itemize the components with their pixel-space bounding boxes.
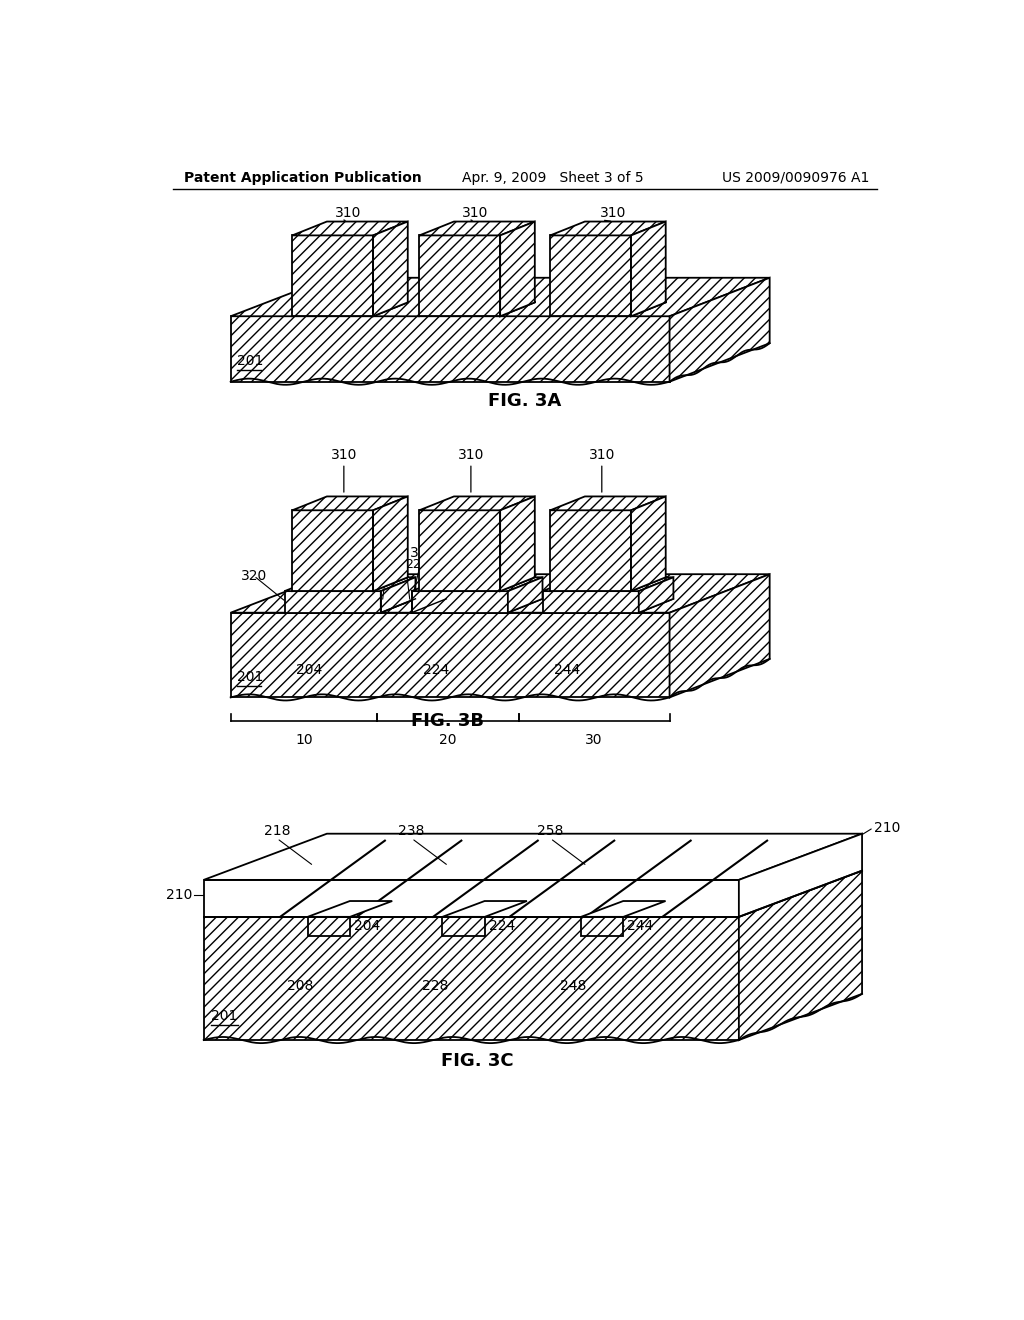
- Polygon shape: [670, 574, 770, 697]
- Polygon shape: [581, 902, 666, 917]
- Polygon shape: [292, 222, 408, 235]
- Text: 228: 228: [422, 979, 447, 993]
- Text: 210: 210: [166, 887, 193, 902]
- Text: 320: 320: [241, 569, 267, 582]
- Text: FIG. 3C: FIG. 3C: [440, 1052, 513, 1069]
- Polygon shape: [373, 222, 408, 317]
- Text: 310: 310: [335, 206, 360, 220]
- Polygon shape: [442, 902, 527, 917]
- Polygon shape: [204, 917, 739, 1040]
- Text: 204: 204: [296, 664, 323, 677]
- Text: 310: 310: [331, 447, 357, 462]
- Text: 227: 227: [406, 557, 429, 570]
- Text: 244: 244: [554, 664, 581, 677]
- Polygon shape: [500, 222, 535, 317]
- Polygon shape: [419, 222, 535, 235]
- Text: 226: 226: [364, 557, 387, 570]
- Polygon shape: [373, 496, 408, 591]
- Polygon shape: [639, 577, 674, 612]
- Text: 238: 238: [398, 824, 425, 838]
- Polygon shape: [419, 496, 535, 511]
- Polygon shape: [412, 591, 508, 612]
- Polygon shape: [292, 235, 373, 317]
- Text: US 2009/0090976 A1: US 2009/0090976 A1: [722, 170, 869, 185]
- Text: 20: 20: [439, 733, 457, 747]
- Text: 201: 201: [211, 1008, 238, 1023]
- Polygon shape: [204, 871, 862, 917]
- Text: FIG. 3B: FIG. 3B: [412, 711, 484, 730]
- Polygon shape: [543, 591, 639, 612]
- Text: 210: 210: [873, 821, 900, 834]
- Text: 224: 224: [423, 664, 450, 677]
- Polygon shape: [285, 591, 381, 612]
- Text: 244: 244: [628, 919, 653, 933]
- Polygon shape: [230, 612, 670, 697]
- Polygon shape: [419, 511, 500, 591]
- Text: 310: 310: [589, 447, 615, 462]
- Polygon shape: [631, 222, 666, 317]
- Polygon shape: [442, 917, 484, 936]
- Polygon shape: [739, 871, 862, 1040]
- Text: 310: 310: [462, 206, 488, 220]
- Polygon shape: [631, 496, 666, 591]
- Text: 320: 320: [410, 545, 436, 560]
- Polygon shape: [285, 577, 416, 591]
- Polygon shape: [204, 880, 739, 917]
- Text: 208: 208: [287, 979, 313, 993]
- Polygon shape: [500, 496, 535, 591]
- Text: 201: 201: [237, 669, 263, 684]
- Text: 218: 218: [263, 824, 290, 838]
- Polygon shape: [307, 917, 350, 936]
- Text: Apr. 9, 2009   Sheet 3 of 5: Apr. 9, 2009 Sheet 3 of 5: [462, 170, 643, 185]
- Polygon shape: [543, 577, 674, 591]
- Polygon shape: [550, 222, 666, 235]
- Polygon shape: [508, 577, 543, 612]
- Text: 258: 258: [537, 824, 563, 838]
- Polygon shape: [230, 574, 770, 612]
- Text: 10: 10: [295, 733, 312, 747]
- Text: Patent Application Publication: Patent Application Publication: [184, 170, 422, 185]
- Polygon shape: [419, 235, 500, 317]
- Polygon shape: [550, 496, 666, 511]
- Text: 310: 310: [458, 447, 484, 462]
- Polygon shape: [550, 511, 631, 591]
- Polygon shape: [381, 577, 416, 612]
- Polygon shape: [739, 834, 862, 917]
- Text: 224: 224: [488, 919, 515, 933]
- Polygon shape: [307, 902, 392, 917]
- Text: 248: 248: [560, 979, 587, 993]
- Text: 201: 201: [237, 354, 263, 368]
- Polygon shape: [670, 277, 770, 381]
- Polygon shape: [204, 834, 862, 880]
- Polygon shape: [230, 317, 670, 381]
- Text: 30: 30: [586, 733, 603, 747]
- Polygon shape: [581, 917, 624, 936]
- Polygon shape: [412, 577, 543, 591]
- Polygon shape: [292, 511, 373, 591]
- Polygon shape: [292, 496, 408, 511]
- Text: 204: 204: [354, 919, 380, 933]
- Polygon shape: [230, 277, 770, 317]
- Text: 310: 310: [600, 206, 627, 220]
- Text: FIG. 3A: FIG. 3A: [488, 392, 561, 411]
- Polygon shape: [550, 235, 631, 317]
